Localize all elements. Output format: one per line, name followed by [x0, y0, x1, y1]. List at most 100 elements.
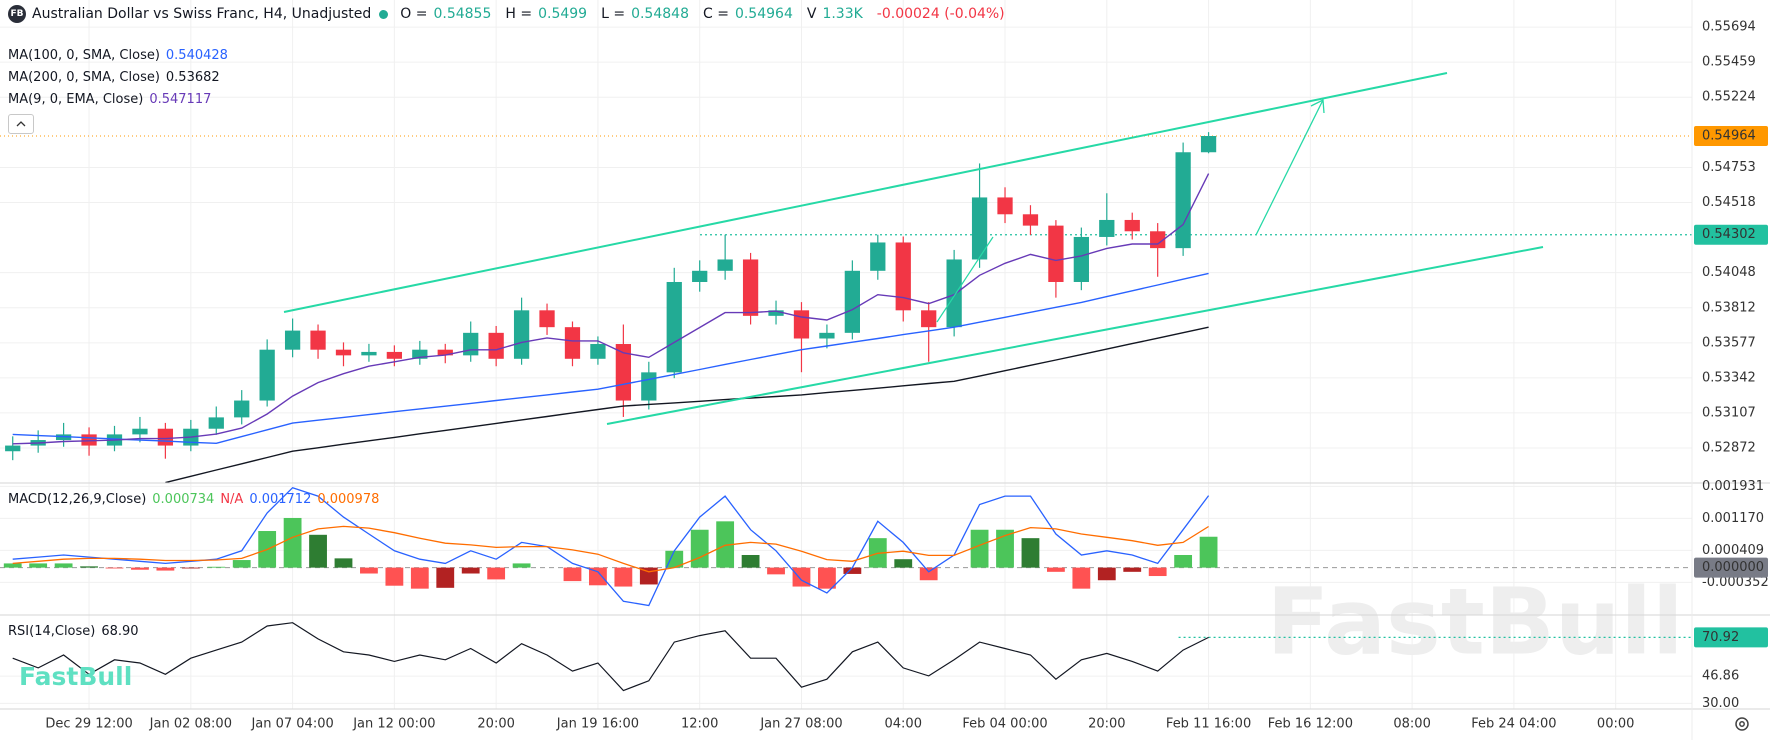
macd-histogram-bar [1097, 567, 1116, 581]
macd-histogram-bar [512, 563, 531, 568]
y-tick-label: -0.000352 [1702, 575, 1769, 590]
candle-body [768, 310, 784, 316]
x-tick-label: 04:00 [885, 717, 922, 732]
logo: FastBull [19, 662, 132, 691]
rsi-line [12, 622, 1209, 692]
volume-label: V [806, 6, 817, 22]
x-tick-label: 12:00 [681, 717, 718, 732]
signal-line [12, 525, 1209, 573]
y-tick-label: 0.000409 [1702, 543, 1764, 558]
macd-histogram-bar [29, 563, 48, 568]
trend-segment[interactable] [936, 236, 994, 323]
x-tick-label: Jan 07 04:00 [250, 717, 333, 732]
plot-layer [0, 132, 1692, 692]
y-tick-label: 46.86 [1702, 669, 1739, 684]
candle-body [513, 310, 530, 359]
macd-hist-value: 0.000734 [152, 492, 215, 507]
candle-body [564, 327, 581, 359]
macd-histogram-bar [360, 567, 378, 574]
candle-body [361, 351, 377, 356]
candle-body [310, 330, 326, 350]
candle-body [386, 351, 403, 359]
candle-body [1099, 219, 1115, 237]
candle-body [971, 197, 988, 260]
candle-body [335, 349, 352, 356]
candle-body [5, 445, 21, 452]
y-tick-label: 0.53812 [1702, 300, 1756, 315]
level-label: 0.54302 [1702, 227, 1756, 242]
ma-line [165, 326, 1209, 484]
candle-body [870, 242, 886, 271]
macd-histogram-bar [894, 559, 913, 568]
ma-line [12, 173, 1210, 445]
macd-header: MACD(12,26,9,Close) 0.000734 N/A 0.00171… [8, 492, 379, 507]
candle-body [157, 428, 174, 446]
candle-body [488, 332, 504, 359]
macd-histogram-bar [436, 567, 455, 588]
y-tick-label: 0.54753 [1702, 160, 1756, 175]
candle-body [946, 259, 962, 328]
y-tick-label: 0.55694 [1702, 20, 1756, 35]
macd-histogram-bar [563, 567, 582, 582]
ma-name: MA(100, 0, SMA, Close) [8, 47, 160, 63]
candle-body [1200, 135, 1217, 153]
y-tick-label: 0.54518 [1702, 195, 1756, 210]
ohlc-value: 0.54855 [433, 6, 492, 22]
candle-body [259, 349, 275, 401]
ma-value: 0.53682 [165, 69, 220, 85]
settings-icon[interactable] [1735, 717, 1749, 731]
macd-histogram-bar [589, 567, 607, 586]
candle-body [1073, 236, 1089, 282]
channel-upper[interactable] [283, 72, 1448, 313]
macd-histogram-bar [1174, 554, 1193, 568]
macd-histogram-bar [232, 560, 251, 568]
y-tick-label: 30.00 [1702, 696, 1739, 711]
change-value: -0.00024 (-0.04%) [876, 6, 1005, 22]
macd-histogram-bar [54, 563, 73, 568]
ma-legend-row: MA(100, 0, SMA, Close) 0.540428 [8, 44, 228, 66]
rsi-title: RSI(14,Close) [8, 624, 96, 639]
channel-lower[interactable] [606, 246, 1544, 425]
ohlc-label: O = [400, 6, 428, 22]
x-tick-label: Jan 19 16:00 [556, 717, 639, 732]
x-tick-label: 20:00 [477, 717, 514, 732]
x-tick-label: Jan 12 00:00 [352, 717, 435, 732]
macd-signal-value: 0.000978 [317, 492, 380, 507]
collapse-button[interactable] [8, 114, 34, 134]
candle-body [590, 344, 606, 359]
ma-name: MA(200, 0, SMA, Close) [8, 69, 160, 85]
macd-histogram-bar [690, 529, 709, 568]
macd-histogram-bar [461, 567, 480, 574]
candle-body [615, 344, 632, 401]
volume-value: 1.33K [822, 6, 863, 22]
arrow-line[interactable] [1255, 99, 1324, 236]
ohlc-value: 0.5499 [538, 6, 588, 22]
rsi-header: RSI(14,Close) 68.90 [8, 624, 139, 639]
rsi-last-box [1694, 627, 1768, 648]
symbol-title: Australian Dollar vs Swiss Franc, H4, Un… [32, 6, 372, 22]
y-tick-label: 0.53577 [1702, 335, 1756, 350]
ohlc-label: L = [601, 6, 626, 22]
macd-histogram-bar [385, 567, 404, 586]
macd-histogram-bar [80, 566, 98, 568]
macd-histogram-bar [1021, 538, 1040, 568]
macd-histogram-bar [919, 567, 938, 581]
candle-body [997, 197, 1013, 215]
ma-line [12, 272, 1209, 445]
symbol-badge: FB [8, 5, 26, 23]
macd-histogram-bar [207, 566, 226, 568]
ohlc-value: 0.54964 [734, 6, 793, 22]
x-tick-label: Feb 04 00:00 [962, 717, 1047, 732]
macd-histogram-bar [131, 567, 149, 570]
macd-histogram-bar [843, 567, 862, 574]
macd-histogram-bar [614, 567, 633, 587]
macd-histogram-bar [741, 554, 760, 568]
macd-value: 0.001712 [249, 492, 312, 507]
chart-header: FB Australian Dollar vs Swiss Franc, H4,… [8, 5, 1005, 23]
x-tick-label: Jan 02 08:00 [149, 717, 232, 732]
x-tick-label: Feb 24 04:00 [1471, 717, 1556, 732]
candle-body [208, 417, 224, 429]
